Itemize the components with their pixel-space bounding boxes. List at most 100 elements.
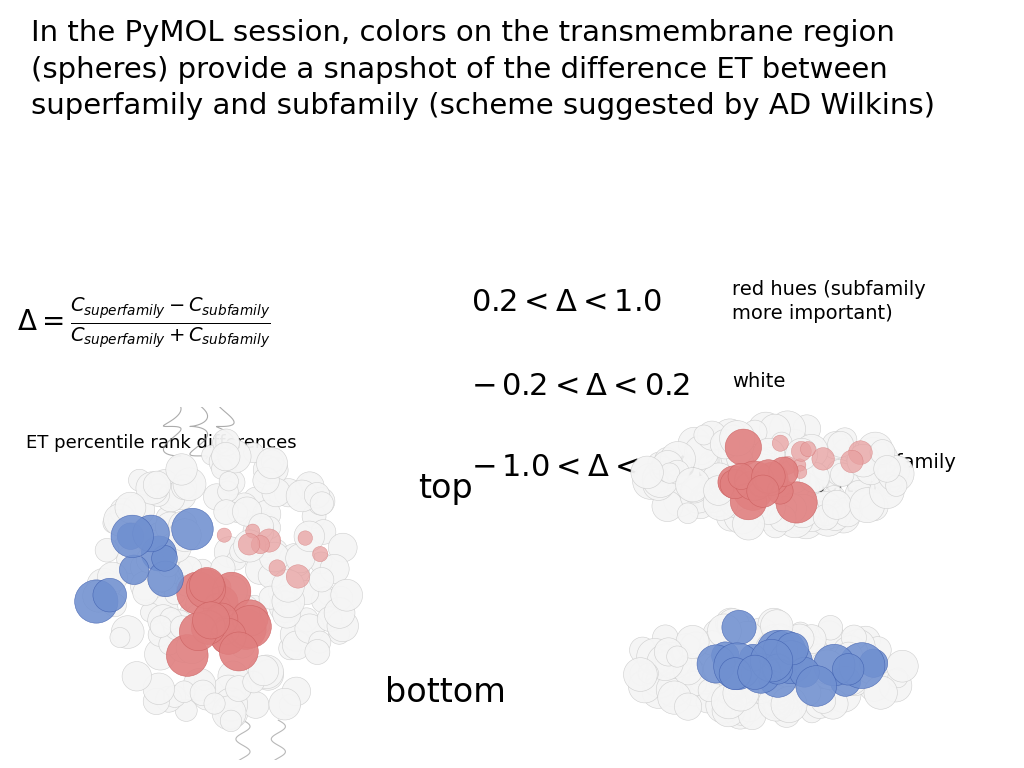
Point — [794, 449, 810, 461]
Point — [294, 490, 310, 502]
Point — [821, 667, 838, 680]
Point — [223, 698, 240, 710]
Point — [817, 502, 834, 515]
Point — [129, 670, 145, 683]
Point — [216, 529, 232, 541]
Point — [768, 697, 784, 709]
Point — [828, 660, 845, 673]
Point — [820, 512, 837, 525]
Point — [669, 466, 685, 478]
Point — [255, 664, 271, 677]
Point — [703, 429, 720, 442]
Point — [218, 436, 234, 449]
Point — [158, 573, 174, 585]
Point — [792, 459, 808, 472]
Point — [727, 478, 743, 490]
Point — [740, 495, 757, 508]
Point — [735, 475, 752, 488]
Point — [178, 580, 195, 592]
Point — [95, 579, 112, 591]
Point — [646, 650, 663, 663]
Point — [280, 580, 296, 592]
Point — [848, 677, 864, 689]
Point — [267, 464, 284, 476]
Point — [322, 613, 338, 625]
Point — [264, 455, 281, 468]
Point — [746, 475, 763, 487]
Point — [313, 574, 330, 586]
Point — [281, 487, 297, 499]
Point — [778, 454, 795, 466]
Point — [862, 463, 879, 475]
Point — [148, 695, 165, 707]
Point — [327, 563, 343, 575]
Point — [175, 640, 191, 652]
Point — [717, 438, 733, 450]
Point — [258, 475, 274, 487]
Point — [303, 477, 319, 489]
Point — [833, 658, 849, 670]
Point — [811, 697, 827, 710]
Point — [819, 661, 836, 674]
Point — [771, 462, 787, 474]
Point — [762, 666, 778, 678]
Point — [179, 650, 196, 662]
Point — [229, 506, 246, 518]
Point — [319, 589, 336, 601]
Point — [874, 446, 891, 458]
Point — [195, 598, 211, 610]
Point — [167, 588, 183, 600]
Point — [98, 544, 115, 556]
Point — [761, 449, 777, 461]
Point — [301, 623, 317, 635]
Point — [154, 572, 170, 584]
Point — [226, 450, 243, 462]
Point — [784, 442, 801, 454]
Point — [781, 698, 798, 710]
Point — [123, 553, 139, 565]
Point — [734, 510, 751, 522]
Point — [203, 614, 219, 627]
Point — [292, 552, 308, 564]
Point — [766, 692, 782, 704]
Point — [650, 457, 667, 469]
Point — [131, 474, 147, 486]
Point — [838, 675, 854, 687]
Point — [728, 654, 744, 667]
Point — [708, 658, 724, 670]
Point — [751, 482, 767, 495]
Point — [753, 667, 769, 680]
Point — [790, 515, 806, 528]
Point — [216, 613, 232, 625]
Point — [865, 500, 882, 512]
Point — [126, 564, 142, 576]
Point — [803, 444, 819, 456]
Point — [716, 624, 732, 637]
Point — [196, 674, 212, 687]
Point — [851, 488, 867, 501]
Point — [861, 664, 878, 677]
Point — [242, 612, 258, 624]
Point — [214, 596, 230, 608]
Point — [145, 537, 162, 549]
Point — [182, 609, 199, 621]
Point — [820, 661, 837, 674]
Point — [693, 446, 710, 458]
Point — [734, 495, 751, 507]
Point — [722, 477, 738, 489]
Point — [837, 434, 853, 446]
Point — [724, 484, 740, 496]
Point — [695, 429, 712, 441]
Point — [738, 500, 755, 512]
Point — [764, 473, 780, 485]
Point — [785, 685, 802, 697]
Point — [778, 472, 795, 485]
Point — [262, 570, 279, 582]
Point — [666, 654, 682, 667]
Point — [732, 709, 749, 721]
Point — [758, 424, 774, 436]
Point — [155, 614, 171, 627]
Point — [246, 676, 262, 688]
Point — [299, 587, 315, 599]
Point — [783, 502, 800, 515]
